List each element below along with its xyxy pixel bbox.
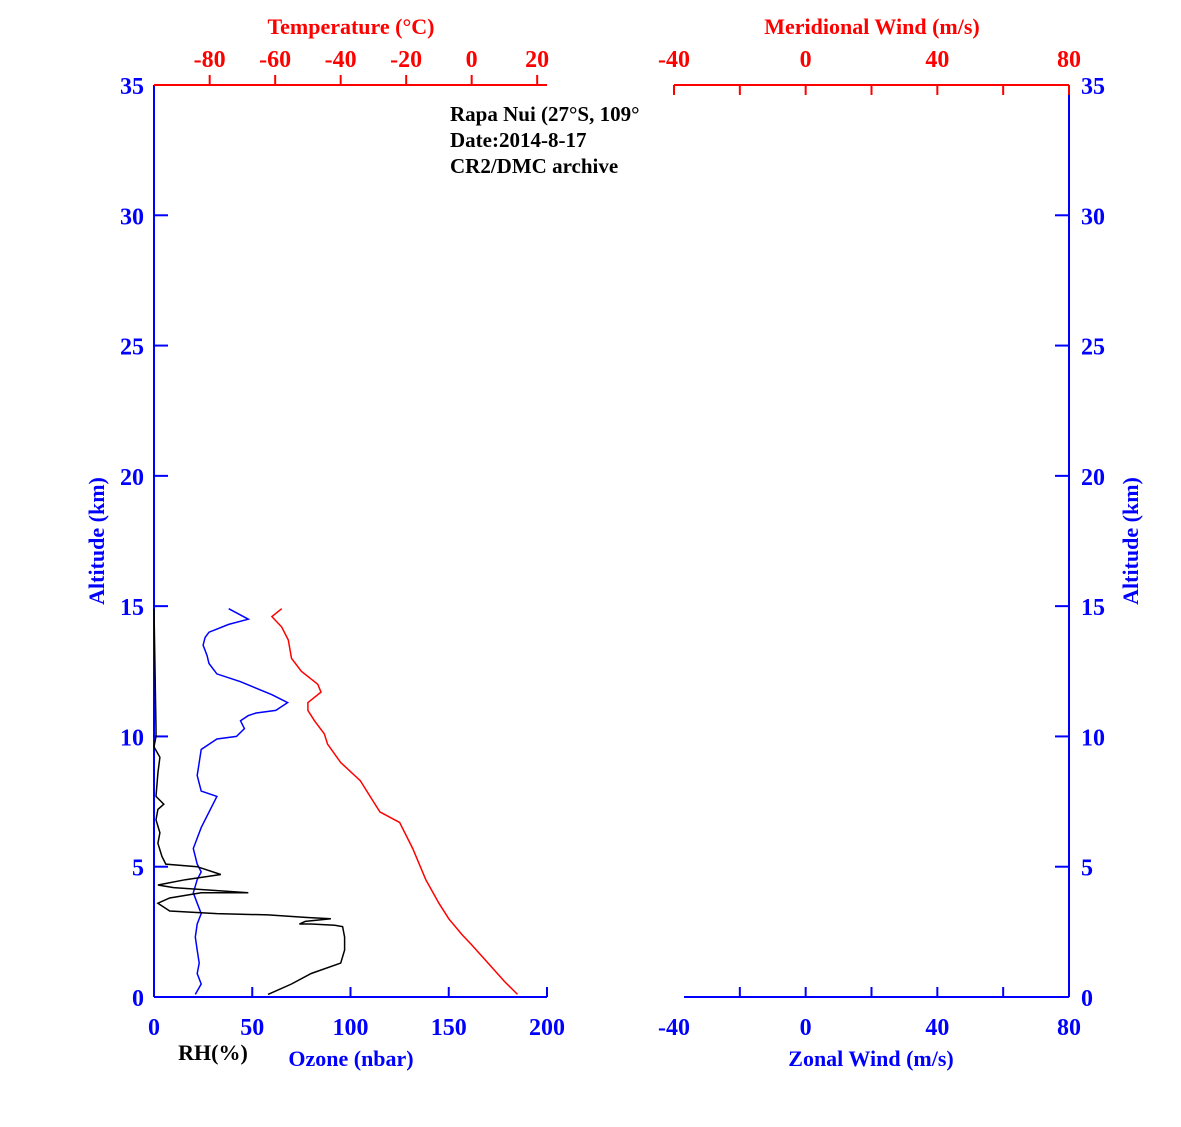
temperature-tick-label: 0 xyxy=(466,47,478,73)
zonal-wind-axis-title: Zonal Wind (m/s) xyxy=(788,1046,953,1071)
left-altitude-axis-title: Altitude (km) xyxy=(84,477,109,605)
left-y-tick-label: 10 xyxy=(120,725,144,751)
temperature-tick-label: -80 xyxy=(194,47,226,73)
right-axes: 0 5 10 15 20 25 30 35 -40 0 40 80 -40 0 40 80 xyxy=(658,47,1105,1041)
left-y-tick-label: 30 xyxy=(120,204,144,230)
left-series xyxy=(153,608,519,996)
temperature-axis-title: Temperature (°C) xyxy=(267,14,434,39)
left-y-tick-label: 25 xyxy=(120,335,144,361)
right-panel: 0 5 10 15 20 25 30 35 -40 0 40 80 -40 0 40 80 xyxy=(658,47,1105,1041)
date-annotation: Date:2014-8-17 xyxy=(450,128,586,152)
temperature-tick-label: -60 xyxy=(259,47,291,73)
meridional-tick-label: 40 xyxy=(925,47,949,73)
left-y-tick-label: 5 xyxy=(132,856,144,882)
left-y-tick-label: 0 xyxy=(132,986,144,1012)
meridional-tick-label: 80 xyxy=(1057,47,1081,73)
ozone-line xyxy=(192,608,290,995)
right-y-tick-label: 30 xyxy=(1081,204,1105,230)
meridional-tick-label: -40 xyxy=(658,47,690,73)
ozone-tick-label: 50 xyxy=(240,1015,264,1041)
rh-axis-title: RH(%) xyxy=(178,1040,248,1065)
temperature-tick-label: 20 xyxy=(525,47,549,73)
zonal-tick-label: 80 xyxy=(1057,1015,1081,1041)
right-y-tick-label: 25 xyxy=(1081,335,1105,361)
zonal-tick-label: 40 xyxy=(925,1015,949,1041)
rh-line xyxy=(153,608,346,996)
zonal-tick-label: 0 xyxy=(800,1015,812,1041)
right-altitude-axis-title: Altitude (km) xyxy=(1118,477,1143,605)
right-y-tick-label: 35 xyxy=(1081,74,1105,100)
right-y-tick-label: 10 xyxy=(1081,725,1105,751)
temperature-tick-label: -40 xyxy=(325,47,357,73)
ozone-tick-label: 200 xyxy=(529,1015,565,1041)
left-y-tick-label: 35 xyxy=(120,74,144,100)
ozone-tick-label: 0 xyxy=(148,1015,160,1041)
right-y-tick-label: 20 xyxy=(1081,465,1105,491)
left-y-tick-label: 15 xyxy=(120,595,144,621)
ozone-tick-label: 100 xyxy=(333,1015,369,1041)
ozone-axis-title: Ozone (nbar) xyxy=(288,1046,413,1071)
ozone-tick-label: 150 xyxy=(431,1015,467,1041)
temperature-line xyxy=(270,608,519,995)
right-y-tick-label: 15 xyxy=(1081,595,1105,621)
right-y-tick-label: 5 xyxy=(1081,856,1093,882)
temperature-tick-label: -20 xyxy=(390,47,422,73)
source-annotation: CR2/DMC archive xyxy=(450,154,618,178)
zonal-tick-label: -40 xyxy=(658,1015,690,1041)
meridional-wind-axis-title: Meridional Wind (m/s) xyxy=(764,14,980,39)
right-y-tick-label: 0 xyxy=(1081,986,1093,1012)
meridional-tick-label: 0 xyxy=(800,47,812,73)
station-annotation: Rapa Nui (27°S, 109° xyxy=(450,102,640,126)
left-y-tick-label: 20 xyxy=(120,465,144,491)
